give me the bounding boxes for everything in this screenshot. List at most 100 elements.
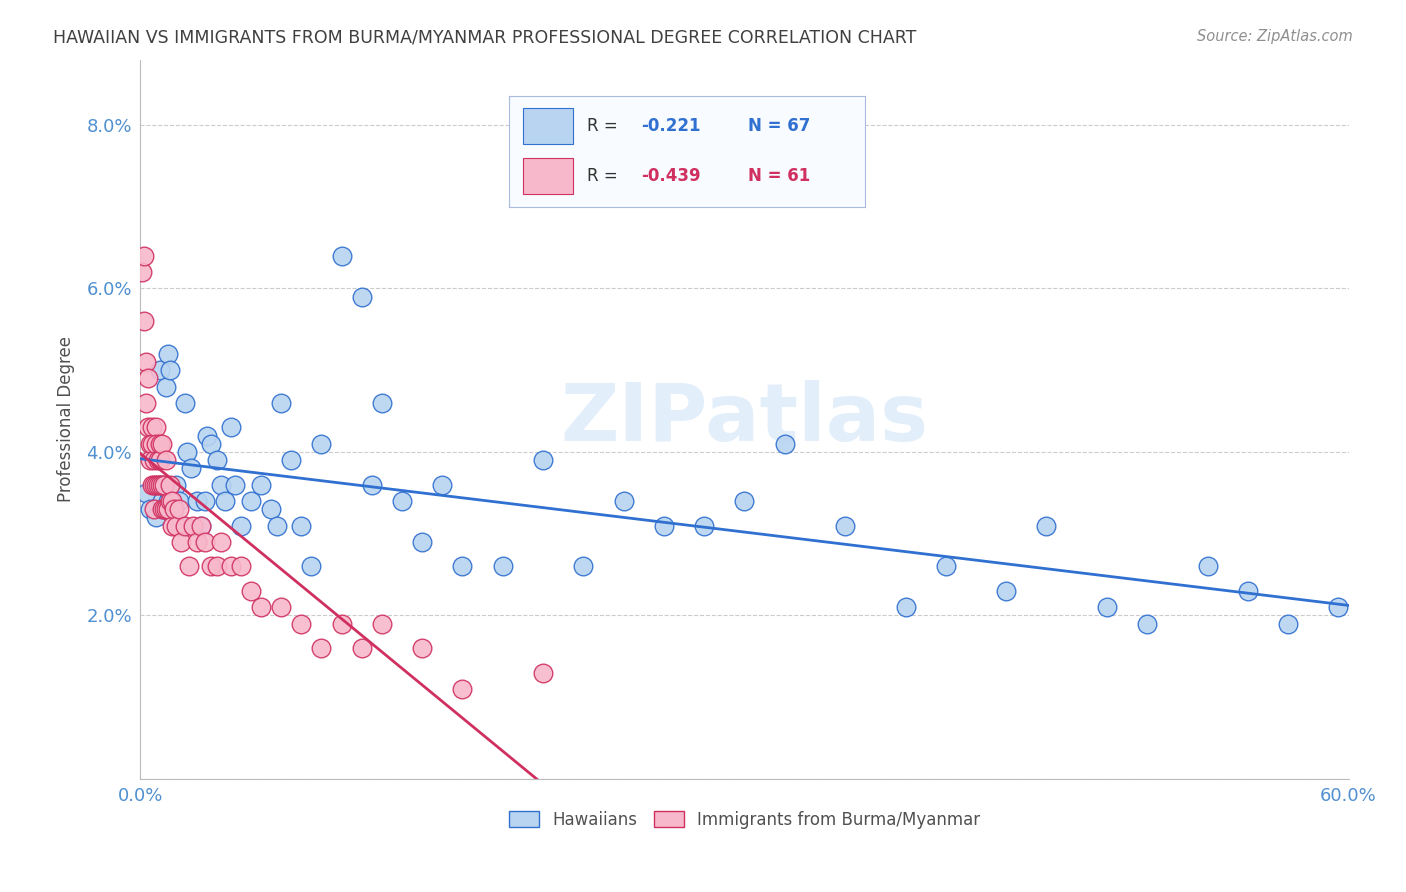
Point <box>613 494 636 508</box>
Point <box>280 453 302 467</box>
Point <box>162 494 184 508</box>
Point <box>180 461 202 475</box>
Point <box>169 518 191 533</box>
Point <box>290 518 312 533</box>
Point <box>141 477 163 491</box>
Point <box>157 502 180 516</box>
Point <box>371 616 394 631</box>
Text: Source: ZipAtlas.com: Source: ZipAtlas.com <box>1197 29 1353 44</box>
Point <box>159 363 181 377</box>
Point <box>190 518 212 533</box>
Point <box>186 534 208 549</box>
Point <box>152 437 174 451</box>
Point <box>311 641 333 656</box>
Point <box>148 453 170 467</box>
Point <box>152 494 174 508</box>
Point <box>152 502 174 516</box>
Point <box>652 518 675 533</box>
Point <box>894 600 917 615</box>
Point <box>194 494 217 508</box>
Point <box>229 518 252 533</box>
Point <box>1035 518 1057 533</box>
Point <box>531 665 554 680</box>
Point <box>159 477 181 491</box>
Point <box>260 502 283 516</box>
Point <box>250 477 273 491</box>
Point <box>141 437 163 451</box>
Point <box>451 559 474 574</box>
Point <box>492 559 515 574</box>
Point <box>391 494 413 508</box>
Point <box>149 437 172 451</box>
Point <box>135 355 157 369</box>
Point <box>163 502 186 516</box>
Point <box>149 453 172 467</box>
Point <box>350 641 373 656</box>
Point <box>1136 616 1159 631</box>
Point <box>935 559 957 574</box>
Point <box>250 600 273 615</box>
Point <box>432 477 454 491</box>
Point <box>139 502 162 516</box>
Point <box>167 502 190 516</box>
Point <box>834 518 856 533</box>
Point <box>451 681 474 696</box>
Point <box>143 502 166 516</box>
Point <box>240 583 263 598</box>
Point <box>145 420 167 434</box>
Point <box>572 559 595 574</box>
Point <box>157 494 180 508</box>
Point <box>148 477 170 491</box>
Point <box>733 494 755 508</box>
Point <box>155 379 177 393</box>
Point <box>169 534 191 549</box>
Point <box>181 518 204 533</box>
Point <box>152 477 174 491</box>
Legend: Hawaiians, Immigrants from Burma/Myanmar: Hawaiians, Immigrants from Burma/Myanmar <box>502 804 987 835</box>
Point <box>145 477 167 491</box>
Point <box>131 265 153 279</box>
Point <box>149 363 172 377</box>
Point <box>411 534 433 549</box>
Point <box>139 437 162 451</box>
Point <box>1277 616 1299 631</box>
Point <box>266 518 288 533</box>
Point <box>149 477 172 491</box>
Point <box>205 559 228 574</box>
Point <box>270 600 292 615</box>
Point <box>173 518 195 533</box>
Point <box>311 437 333 451</box>
Point <box>141 420 163 434</box>
Point <box>693 518 716 533</box>
Point <box>136 420 159 434</box>
Point <box>995 583 1018 598</box>
Point <box>135 485 157 500</box>
Point <box>162 518 184 533</box>
Point <box>155 477 177 491</box>
Point <box>209 534 232 549</box>
Point <box>159 485 181 500</box>
Point <box>177 559 200 574</box>
Point <box>135 396 157 410</box>
Point <box>219 559 242 574</box>
Point <box>153 502 176 516</box>
Point <box>149 477 172 491</box>
Point <box>290 616 312 631</box>
Point <box>200 559 222 574</box>
Point <box>531 453 554 467</box>
Point <box>1095 600 1118 615</box>
Point <box>186 494 208 508</box>
Point <box>229 559 252 574</box>
Point <box>166 518 188 533</box>
Point <box>200 437 222 451</box>
Point <box>173 396 195 410</box>
Point <box>1237 583 1260 598</box>
Point <box>360 477 382 491</box>
Point <box>153 502 176 516</box>
Point <box>155 453 177 467</box>
Point <box>166 477 188 491</box>
Point <box>214 494 236 508</box>
Point <box>143 477 166 491</box>
Text: HAWAIIAN VS IMMIGRANTS FROM BURMA/MYANMAR PROFESSIONAL DEGREE CORRELATION CHART: HAWAIIAN VS IMMIGRANTS FROM BURMA/MYANMA… <box>53 29 917 46</box>
Point <box>411 641 433 656</box>
